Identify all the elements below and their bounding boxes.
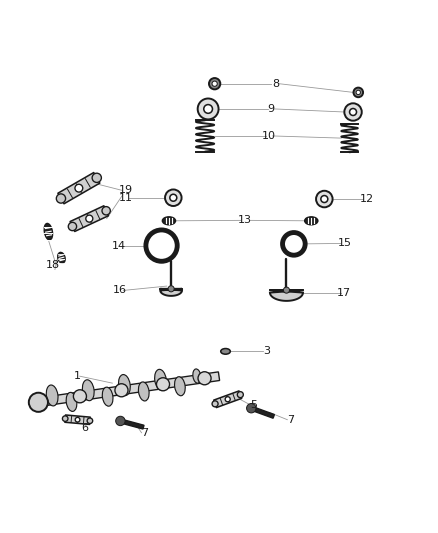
Circle shape	[74, 390, 86, 403]
Ellipse shape	[305, 217, 318, 225]
Circle shape	[92, 173, 101, 182]
Text: 5: 5	[251, 400, 257, 410]
Circle shape	[165, 189, 182, 206]
Polygon shape	[214, 391, 242, 408]
Ellipse shape	[221, 349, 230, 354]
Circle shape	[198, 99, 219, 119]
Polygon shape	[38, 372, 219, 407]
Text: 12: 12	[360, 194, 374, 204]
Circle shape	[63, 416, 68, 422]
Polygon shape	[65, 415, 90, 424]
Circle shape	[204, 104, 212, 114]
Ellipse shape	[174, 377, 185, 395]
Circle shape	[170, 194, 177, 201]
Ellipse shape	[46, 385, 58, 406]
Circle shape	[75, 184, 83, 192]
Text: 6: 6	[81, 423, 88, 433]
Text: 19: 19	[118, 185, 132, 195]
Circle shape	[168, 286, 174, 292]
Ellipse shape	[162, 217, 176, 225]
Circle shape	[87, 418, 93, 424]
Circle shape	[209, 78, 220, 90]
Ellipse shape	[58, 253, 65, 263]
Circle shape	[356, 90, 360, 94]
Circle shape	[237, 392, 244, 398]
Text: 14: 14	[112, 240, 126, 251]
Text: 17: 17	[337, 288, 351, 297]
Circle shape	[57, 194, 66, 203]
Polygon shape	[270, 290, 303, 301]
Polygon shape	[160, 289, 182, 296]
Circle shape	[68, 222, 77, 231]
Polygon shape	[251, 406, 275, 418]
Ellipse shape	[102, 387, 113, 406]
Text: 1: 1	[74, 371, 81, 381]
Ellipse shape	[82, 380, 94, 401]
Circle shape	[212, 401, 218, 407]
Circle shape	[283, 287, 290, 293]
Circle shape	[344, 103, 362, 120]
Text: 16: 16	[113, 286, 127, 295]
Text: 11: 11	[118, 193, 132, 203]
Ellipse shape	[119, 375, 130, 395]
Text: 8: 8	[272, 79, 279, 88]
Circle shape	[29, 393, 48, 412]
Circle shape	[350, 109, 357, 116]
Polygon shape	[120, 419, 144, 429]
Ellipse shape	[193, 369, 201, 383]
Circle shape	[102, 207, 110, 215]
Circle shape	[212, 81, 217, 86]
Circle shape	[247, 403, 256, 413]
Text: 3: 3	[263, 346, 270, 357]
Ellipse shape	[155, 369, 166, 390]
Circle shape	[116, 416, 125, 426]
Circle shape	[321, 196, 328, 203]
Circle shape	[156, 378, 170, 391]
Text: 13: 13	[238, 215, 252, 225]
Circle shape	[316, 191, 332, 207]
Ellipse shape	[44, 223, 53, 240]
Circle shape	[32, 396, 45, 409]
Text: 15: 15	[337, 238, 351, 248]
Ellipse shape	[66, 392, 77, 411]
Text: 7: 7	[287, 415, 294, 425]
Text: 10: 10	[262, 131, 276, 141]
Circle shape	[115, 384, 128, 397]
Text: 7: 7	[141, 428, 148, 438]
Polygon shape	[58, 173, 100, 204]
Text: 18: 18	[46, 260, 60, 270]
Circle shape	[75, 417, 80, 422]
Circle shape	[353, 87, 363, 97]
Circle shape	[198, 372, 211, 385]
Circle shape	[86, 215, 93, 222]
Ellipse shape	[138, 382, 149, 401]
Circle shape	[225, 397, 230, 402]
Text: 9: 9	[268, 104, 275, 114]
Polygon shape	[70, 206, 109, 231]
